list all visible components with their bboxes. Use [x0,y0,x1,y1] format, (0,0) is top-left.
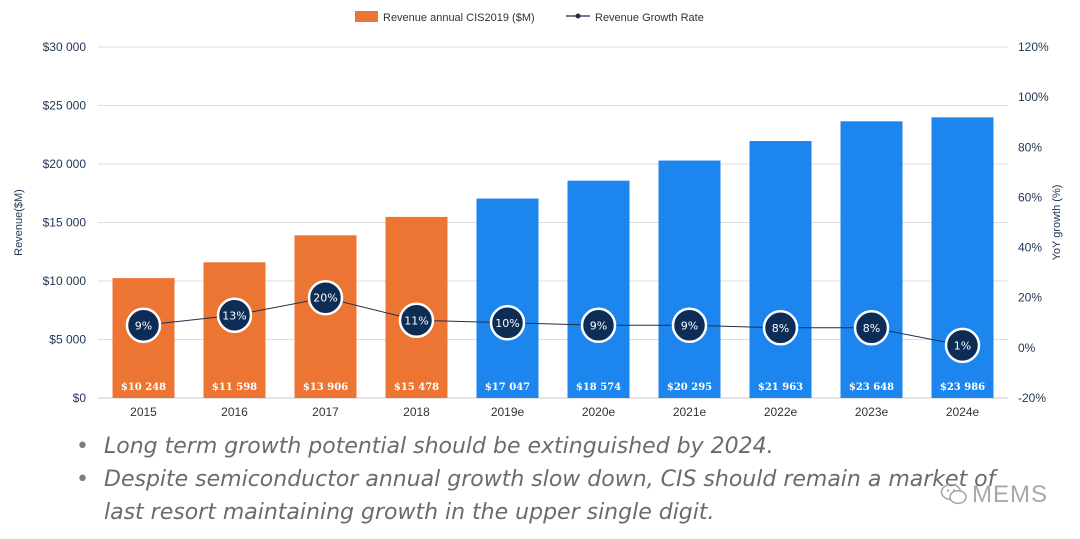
y2-tick-label: 80% [1018,140,1042,154]
bar-value-label: $13 906 [303,382,348,393]
growth-value-label: 9% [681,319,698,332]
growth-marker [853,310,890,346]
y-tick-label: $5 000 [49,333,86,347]
bar-value-label: $21 963 [758,382,803,393]
y-tick-label: $20 000 [43,157,87,171]
y-tick-label: $25 000 [43,99,87,113]
revenue-growth-chart: $0 $5 000 $10 000 $15 000 $20 000 $25 000 $30 … [13,11,1063,419]
growth-value-label: 9% [135,319,152,332]
bullet-text: last resort maintaining growth in the up… [104,500,715,525]
bullet-list: • Long term growth potential should be ex… [76,430,1066,529]
growth-value-label: 20% [313,292,337,305]
x-tick-label: 2017 [312,405,339,419]
legend-swatch-marker [575,13,581,19]
y2-tick-label: -20% [1018,391,1046,405]
growth-marker [944,327,981,364]
watermark-text: MEMS [972,481,1048,508]
y2-tick-label: 60% [1018,190,1042,204]
growth-value-label: 1% [954,339,971,352]
growth-marker [125,307,162,344]
bar-value-label: $23 648 [849,382,894,393]
y2-tick-label: 20% [1018,291,1042,305]
bar-2019e [476,198,539,398]
growth-marker [580,307,617,344]
bullet-item: last resort maintaining growth in the up… [76,496,1066,529]
bar-value-label: $10 248 [121,382,166,393]
y-tick-label: $15 000 [43,216,87,230]
bar-2020e [567,180,630,398]
bar-value-label: $15 478 [394,382,439,393]
growth-value-label: 9% [590,319,607,332]
wechat-icon [940,483,967,505]
bar-value-label: $23 986 [940,382,985,393]
bullet-item: • Despite semiconductor annual growth slo… [76,463,1066,496]
y2-tick-label: 120% [1018,40,1049,54]
growth-value-label: 11% [404,314,428,327]
x-tick-label: 2020e [582,405,616,419]
bullet-dot: • [76,467,89,492]
x-tick-label: 2021e [673,405,707,419]
growth-marker [762,310,799,346]
bar-2017 [294,235,357,398]
bar-value-label: $17 047 [485,382,530,393]
y2-tick-label: 40% [1018,241,1042,255]
growth-value-label: 13% [222,309,246,322]
bullet-text: Despite semiconductor annual growth slow… [104,467,996,492]
legend-label-bar: Revenue annual CIS2019 ($M) [383,12,535,24]
growth-line [143,297,963,346]
bar-value-label: $11 598 [212,382,257,393]
growth-value-label: 8% [772,322,789,335]
bar-2021e [658,160,721,398]
y-tick-label: $10 000 [43,274,87,288]
y2-tick-label: 0% [1018,341,1036,355]
x-tick-label: 2015 [130,405,157,419]
growth-marker [489,305,526,341]
x-tick-label: 2024e [946,405,980,419]
x-tick-label: 2022e [764,405,798,419]
y2-axis-title: YoY growth (%) [1051,185,1063,261]
legend-label-line: Revenue Growth Rate [595,12,704,24]
x-tick-label: 2018 [403,405,430,419]
bullet-item: • Long term growth potential should be ex… [76,430,1066,463]
bullet-text: Long term growth potential should be ext… [104,434,774,459]
watermark: MEMS [940,481,1048,509]
y2-tick-label: 100% [1018,90,1049,104]
growth-marker [307,279,344,316]
x-tick-label: 2016 [221,405,248,419]
legend-swatch-bar [355,11,378,22]
growth-marker [671,307,708,344]
bullet-dot: • [76,434,89,459]
growth-value-label: 10% [495,317,519,330]
x-tick-label: 2019e [491,405,525,419]
bar-value-label: $20 295 [667,382,712,393]
y-tick-label: $30 000 [43,40,87,54]
bar-2022e [749,141,812,398]
bar-value-label: $18 574 [576,382,621,393]
y-tick-label: $0 [73,391,87,405]
y-axis-title: Revenue($M) [13,189,25,256]
growth-marker [216,297,253,334]
growth-marker [398,302,435,339]
bar-2023e [840,121,903,399]
growth-value-label: 8% [863,322,880,335]
x-tick-label: 2023e [855,405,889,419]
